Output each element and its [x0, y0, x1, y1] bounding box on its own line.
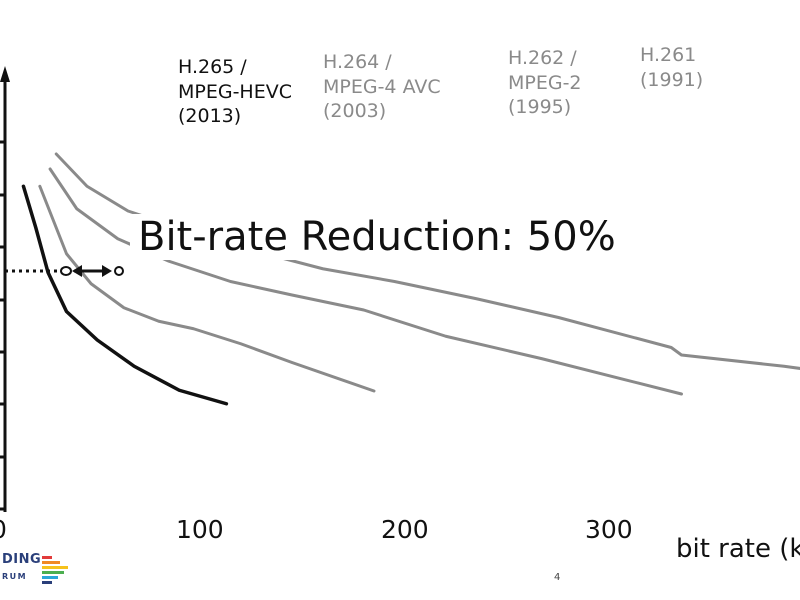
y-axis-arrow [0, 66, 10, 82]
x-tick-label-0: 0 [0, 515, 7, 544]
logo-bars-icon [42, 556, 72, 586]
series-label-h262: H.262 / MPEG-2 (1995) [508, 47, 582, 119]
marker-h264 [114, 266, 124, 276]
series-line-h264 [38, 184, 376, 393]
x-tick-label-200: 200 [381, 515, 429, 544]
reduction-arrow-head-right [102, 265, 112, 277]
series-line-h265 [21, 184, 229, 406]
page-number: 4 [554, 572, 561, 583]
reduction-arrow-head-left [72, 265, 82, 277]
bitrate-reduction-annotation: Bit-rate Reduction: 50% [130, 214, 624, 260]
coding-forum-logo: DING RUM [0, 548, 80, 594]
series-label-h261: H.261 (1991) [640, 44, 704, 91]
x-tick-label-100: 100 [176, 515, 224, 544]
marker-h265 [60, 266, 72, 276]
series-curves [21, 152, 800, 406]
series-line-h262 [48, 167, 683, 396]
series-label-h265: H.265 / MPEG-HEVC (2013) [178, 56, 292, 128]
y-axis-ticks [0, 140, 5, 511]
x-axis-label: bit rate (k [676, 534, 800, 564]
series-line-h261 [54, 152, 800, 370]
logo-wordmark-bottom: RUM [2, 572, 28, 581]
series-label-h264: H.264 / MPEG-4 AVC (2003) [323, 51, 441, 123]
logo-wordmark-top: DING [2, 552, 42, 567]
x-tick-label-300: 300 [585, 515, 633, 544]
